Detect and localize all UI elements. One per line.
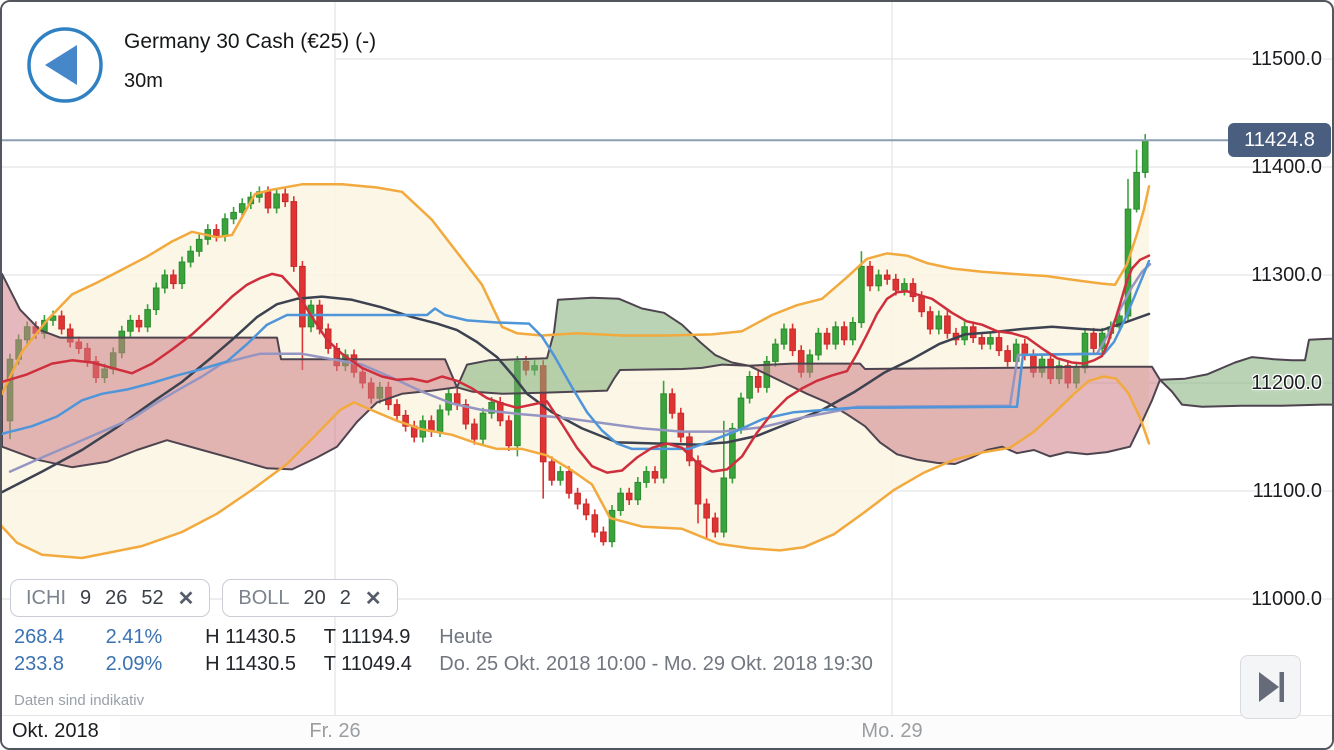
last-price-tag: 11424.8: [1228, 123, 1331, 158]
period-label: Do. 25 Okt. 2018 10:00 - Mo. 29 Okt. 201…: [439, 653, 873, 675]
high-value: H 11430.5: [205, 626, 296, 648]
indicator-param: 9: [80, 586, 92, 609]
price-axis-label: 11500.0: [1251, 48, 1322, 70]
skip-to-latest-button[interactable]: [1240, 655, 1301, 719]
back-arrow-icon: [27, 27, 103, 103]
change-value: 268.4: [14, 626, 65, 648]
price-axis-label: 11100.0: [1252, 480, 1322, 502]
price-axis-label: 11300.0: [1251, 264, 1322, 286]
low-value: T 11049.4: [323, 653, 412, 675]
indicator-param: 52: [141, 586, 164, 609]
price-axis-label: 11000.0: [1251, 588, 1322, 610]
time-axis-month: Okt. 2018: [2, 716, 120, 748]
stats-row-today: 268.4 2.41% H 11430.5 T 11194.9 Heute: [14, 624, 873, 651]
remove-indicator-icon[interactable]: ✕: [177, 587, 195, 610]
stats-row-range: 233.8 2.09% H 11430.5 T 11049.4 Do. 25 O…: [14, 651, 873, 678]
indicator-chip-boll[interactable]: BOLL 20 2 ✕: [222, 579, 398, 617]
instrument-title: Germany 30 Cash (€25) (-): [124, 30, 377, 53]
low-value: T 11194.9: [323, 626, 411, 648]
price-axis-label: 11200.0: [1251, 372, 1322, 394]
indicator-param: 20: [303, 586, 326, 609]
time-axis-label: Mo. 29: [861, 720, 923, 742]
timeframe-label: 30m: [124, 70, 163, 92]
disclaimer-text: Daten sind indikativ: [14, 692, 145, 709]
skip-to-latest-icon: [1258, 672, 1284, 702]
time-axis-label: Fr. 26: [309, 720, 361, 742]
change-percent: 2.41%: [105, 626, 163, 648]
period-label: Heute: [439, 626, 493, 648]
time-axis: Okt. 2018 Fr. 26 Mo. 29: [2, 715, 1332, 748]
stats-panel: 268.4 2.41% H 11430.5 T 11194.9 Heute 23…: [14, 624, 873, 678]
price-axis-label: 11400.0: [1251, 156, 1322, 178]
indicator-chips: ICHI 9 26 52 ✕ BOLL 20 2 ✕: [10, 579, 398, 617]
remove-indicator-icon[interactable]: ✕: [364, 587, 382, 610]
back-button[interactable]: [26, 26, 104, 104]
indicator-chip-ichi[interactable]: ICHI 9 26 52 ✕: [10, 579, 211, 617]
indicator-param: 2: [339, 586, 351, 609]
indicator-param: 26: [105, 586, 128, 609]
change-value: 233.8: [14, 653, 65, 675]
indicator-name: ICHI: [26, 586, 66, 609]
change-percent: 2.09%: [105, 653, 163, 675]
high-value: H 11430.5: [205, 653, 296, 675]
indicator-name: BOLL: [238, 586, 290, 609]
